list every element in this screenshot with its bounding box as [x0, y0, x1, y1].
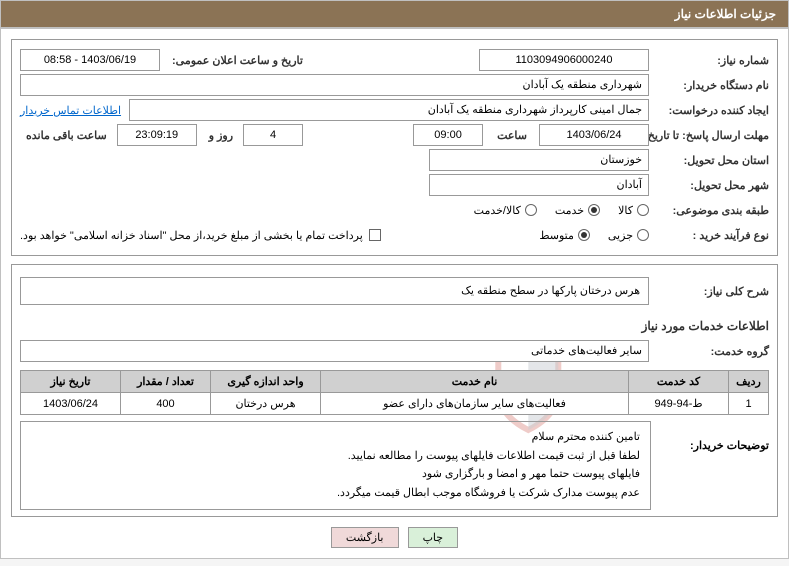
- row-category: طبقه بندی موضوعی: کالا خدمت کالا/خدمت: [20, 199, 769, 221]
- label-need-number: شماره نیاز:: [649, 54, 769, 67]
- row-requester: ایجاد کننده درخواست: جمال امینی کارپرداز…: [20, 99, 769, 121]
- outer-frame: شماره نیاز: 1103094906000240 تاریخ و ساع…: [0, 28, 789, 559]
- radio-circle-goods: [637, 204, 649, 216]
- radio-label-minor: جزیی: [608, 229, 633, 242]
- button-row: چاپ بازگشت: [11, 527, 778, 548]
- th-service-code: کد خدمت: [629, 371, 729, 393]
- label-purchase-type: نوع فرآیند خرید :: [649, 229, 769, 242]
- field-remaining-days: 4: [243, 124, 303, 146]
- buyer-notes-wrap: توضیحات خریدار: تامین کننده محترم سلام ل…: [20, 415, 769, 510]
- field-delivery-city: آبادان: [429, 174, 649, 196]
- radio-minor[interactable]: جزیی: [608, 229, 649, 242]
- radio-medium[interactable]: متوسط: [539, 229, 590, 242]
- field-deadline-date: 1403/06/24: [539, 124, 649, 146]
- radio-label-service: خدمت: [555, 204, 584, 217]
- row-service-group: گروه خدمت: سایر فعالیت‌های خدماتی: [20, 340, 769, 362]
- buyer-note-line: لطفا قبل از ثبت قیمت اطلاعات فایلهای پیو…: [31, 447, 640, 466]
- radio-label-medium: متوسط: [539, 229, 574, 242]
- row-purchase-type: نوع فرآیند خرید : جزیی متوسط پرداخت تمام…: [20, 224, 769, 246]
- row-delivery-province: استان محل تحویل: خوزستان: [20, 149, 769, 171]
- th-row: ردیف: [729, 371, 769, 393]
- table-header-row: ردیف کد خدمت نام خدمت واحد اندازه گیری ت…: [21, 371, 769, 393]
- field-buyer-org: شهرداری منطقه یک آبادان: [20, 74, 649, 96]
- field-deadline-hour: 09:00: [413, 124, 483, 146]
- row-need-number: شماره نیاز: 1103094906000240 تاریخ و ساع…: [20, 49, 769, 71]
- radio-goods-service[interactable]: کالا/خدمت: [474, 204, 537, 217]
- radio-circle-minor: [637, 229, 649, 241]
- print-button[interactable]: چاپ: [408, 527, 459, 548]
- radio-group-purchase-type: جزیی متوسط: [539, 229, 649, 242]
- form-section-details: AriaTender.net شرح کلی نیاز: هرس درختان …: [11, 264, 778, 517]
- buyer-notes-box: تامین کننده محترم سلام لطفا قبل از ثبت ق…: [20, 421, 651, 510]
- row-delivery-city: شهر محل تحویل: آبادان: [20, 174, 769, 196]
- td-service-code: ط-94-949: [629, 393, 729, 415]
- label-general-desc: شرح کلی نیاز:: [649, 285, 769, 298]
- td-row: 1: [729, 393, 769, 415]
- page-container: جزئیات اطلاعات نیاز شماره نیاز: 11030949…: [0, 0, 789, 559]
- label-announce-datetime: تاریخ و ساعت اعلان عمومی:: [166, 54, 303, 67]
- row-general-desc: شرح کلی نیاز: هرس درختان پارکها در سطح م…: [20, 277, 769, 305]
- th-service-name: نام خدمت: [321, 371, 629, 393]
- field-service-group: سایر فعالیت‌های خدماتی: [20, 340, 649, 362]
- table-row: 1 ط-94-949 فعالیت‌های سایر سازمان‌های دا…: [21, 393, 769, 415]
- row-buyer-org: نام دستگاه خریدار: شهرداری منطقه یک آباد…: [20, 74, 769, 96]
- radio-label-goods: کالا: [618, 204, 633, 217]
- th-unit: واحد اندازه گیری: [211, 371, 321, 393]
- label-hour: ساعت: [491, 129, 531, 142]
- field-remaining-time: 23:09:19: [117, 124, 197, 146]
- label-buyer-org: نام دستگاه خریدار:: [649, 79, 769, 92]
- checkbox-treasury[interactable]: [369, 229, 381, 241]
- radio-goods[interactable]: کالا: [618, 204, 649, 217]
- label-payment-note: پرداخت تمام یا بخشی از مبلغ خرید،از محل …: [20, 229, 363, 242]
- label-service-group: گروه خدمت:: [649, 345, 769, 358]
- label-requester: ایجاد کننده درخواست:: [649, 104, 769, 117]
- label-delivery-city: شهر محل تحویل:: [649, 179, 769, 192]
- label-delivery-province: استان محل تحویل:: [649, 154, 769, 167]
- page-title-bar: جزئیات اطلاعات نیاز: [0, 0, 789, 28]
- field-delivery-province: خوزستان: [429, 149, 649, 171]
- radio-circle-service: [588, 204, 600, 216]
- label-buyer-notes: توضیحات خریدار:: [690, 439, 769, 452]
- row-services-info-title: اطلاعات خدمات مورد نیاز: [20, 315, 769, 337]
- form-section-main: شماره نیاز: 1103094906000240 تاریخ و ساع…: [11, 39, 778, 256]
- buyer-note-line: تامین کننده محترم سلام: [31, 428, 640, 447]
- td-need-date: 1403/06/24: [21, 393, 121, 415]
- label-days-and: روز و: [203, 129, 237, 142]
- label-category: طبقه بندی موضوعی:: [649, 204, 769, 217]
- label-deadline: مهلت ارسال پاسخ: تا تاریخ:: [649, 129, 769, 142]
- buyer-note-line: فایلهای پیوست حتما مهر و امضا و بارگزاری…: [31, 465, 640, 484]
- td-unit: هرس درختان: [211, 393, 321, 415]
- radio-label-goods-service: کالا/خدمت: [474, 204, 521, 217]
- back-button[interactable]: بازگشت: [331, 527, 399, 548]
- link-contact-buyer[interactable]: اطلاعات تماس خریدار: [20, 104, 121, 117]
- services-table: ردیف کد خدمت نام خدمت واحد اندازه گیری ت…: [20, 370, 769, 415]
- buyer-note-line: عدم پیوست مدارک شرکت یا فروشگاه موجب ابط…: [31, 484, 640, 503]
- td-qty: 400: [121, 393, 211, 415]
- th-qty: تعداد / مقدار: [121, 371, 211, 393]
- field-requester: جمال امینی کارپرداز شهرداری منطقه یک آبا…: [129, 99, 649, 121]
- radio-circle-goods-service: [525, 204, 537, 216]
- radio-circle-medium: [578, 229, 590, 241]
- page-title: جزئیات اطلاعات نیاز: [675, 7, 776, 21]
- radio-service[interactable]: خدمت: [555, 204, 600, 217]
- field-announce-datetime: 1403/06/19 - 08:58: [20, 49, 160, 71]
- field-need-number: 1103094906000240: [479, 49, 649, 71]
- field-general-desc: هرس درختان پارکها در سطح منطقه یک: [20, 277, 649, 305]
- th-need-date: تاریخ نیاز: [21, 371, 121, 393]
- label-remaining: ساعت باقی مانده: [20, 129, 111, 142]
- radio-group-category: کالا خدمت کالا/خدمت: [474, 204, 649, 217]
- td-service-name: فعالیت‌های سایر سازمان‌های دارای عضو: [321, 393, 629, 415]
- label-services-info: اطلاعات خدمات مورد نیاز: [636, 319, 769, 333]
- row-deadline: مهلت ارسال پاسخ: تا تاریخ: 1403/06/24 سا…: [20, 124, 769, 146]
